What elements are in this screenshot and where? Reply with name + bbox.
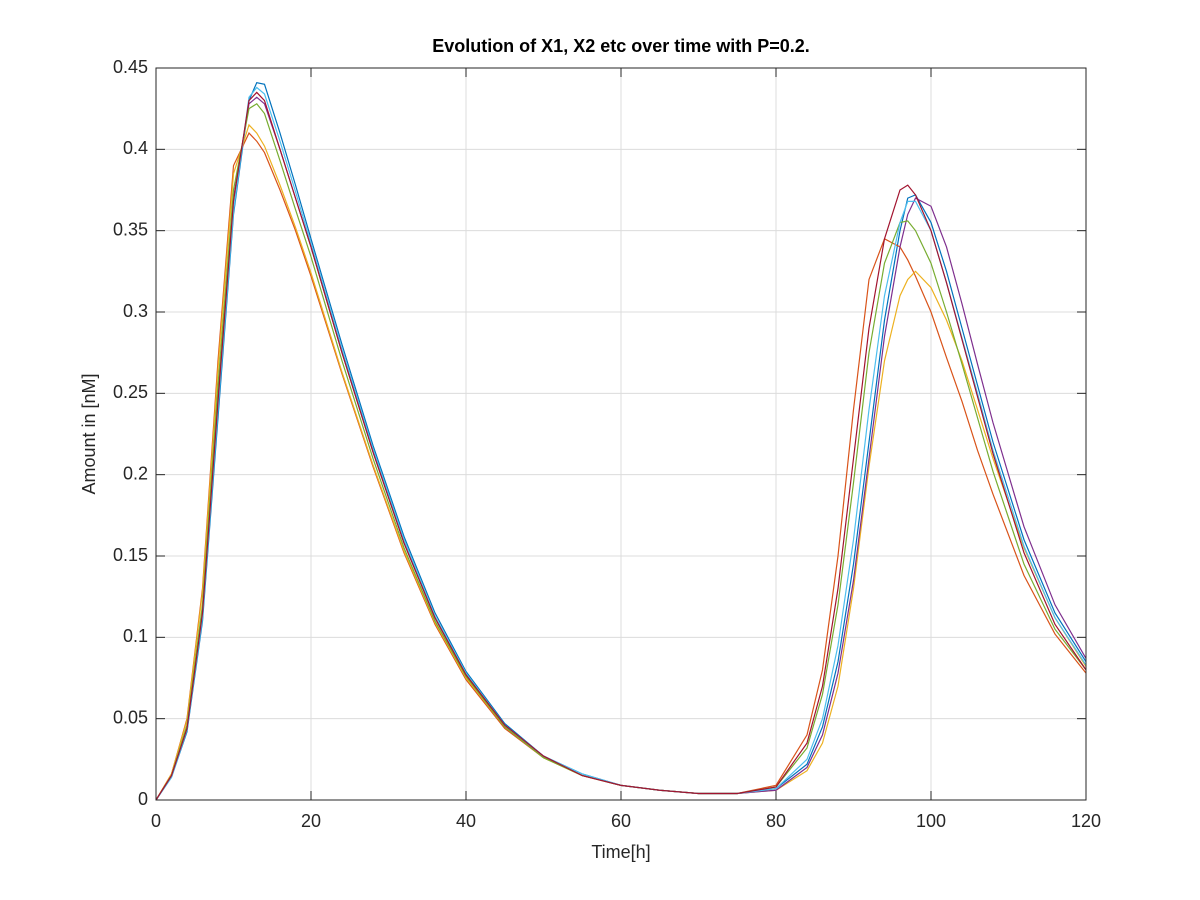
chart-title: Evolution of X1, X2 etc over time with P… (432, 36, 810, 56)
y-tick-label: 0.4 (123, 138, 148, 158)
y-tick-label: 0 (138, 789, 148, 809)
x-axis-label: Time[h] (591, 842, 650, 862)
y-tick-label: 0.2 (123, 463, 148, 483)
data-line (155, 91, 1087, 801)
x-tick-label: 120 (1071, 811, 1101, 831)
x-tick-label: 20 (301, 811, 321, 831)
y-tick-label: 0.3 (123, 301, 148, 321)
y-tick-label: 0.05 (113, 707, 148, 727)
y-tick-label: 0.1 (123, 626, 148, 646)
x-tick-label: 40 (456, 811, 476, 831)
y-tick-label: 0.45 (113, 57, 148, 77)
y-axis-label: Amount in [nM] (79, 373, 99, 494)
x-tick-label: 80 (766, 811, 786, 831)
x-tick-label: 100 (916, 811, 946, 831)
x-tick-label: 60 (611, 811, 631, 831)
y-tick-label: 0.35 (113, 219, 148, 239)
x-tick-label: 0 (151, 811, 161, 831)
y-tick-label: 0.15 (113, 545, 148, 565)
y-tick-label: 0.25 (113, 382, 148, 402)
